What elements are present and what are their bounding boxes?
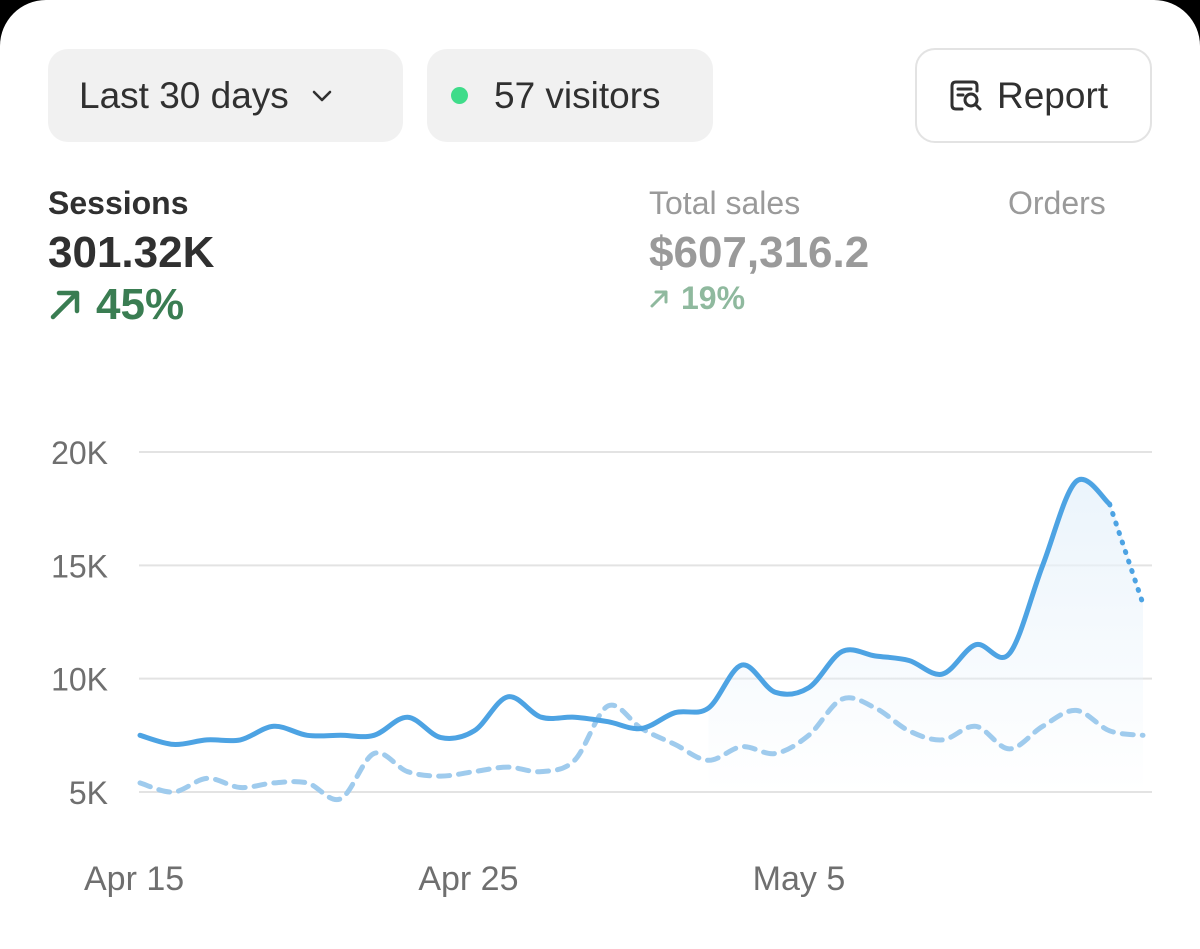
y-tick-label: 15K	[51, 548, 108, 584]
sessions-line-chart: 20K 15K 10K 5K Apr 15 Apr 25 May 5	[51, 435, 1152, 898]
y-tick-label: 5K	[69, 775, 108, 811]
y-tick-label: 20K	[51, 435, 108, 471]
date-range-dropdown[interactable]: Last 30 days	[48, 49, 403, 142]
sessions-value: 301.32K	[48, 228, 215, 277]
total-sales-label: Total sales	[649, 185, 801, 221]
sessions-metric-tab[interactable]: Sessions 301.32K 45%	[48, 185, 214, 330]
orders-label: Orders	[1008, 185, 1106, 221]
total-sales-value: $607,316.2	[649, 228, 870, 277]
arrow-up-right-icon	[50, 290, 80, 320]
sessions-series-line	[137, 476, 1113, 747]
y-tick-label: 10K	[51, 662, 108, 698]
sessions-label: Sessions	[48, 185, 189, 221]
total-sales-change: 19%	[649, 280, 869, 317]
sessions-projection-line	[1107, 501, 1146, 607]
arrow-up-right-icon	[650, 290, 668, 307]
live-visitors-button[interactable]: 57 visitors	[427, 49, 713, 142]
sessions-change: 45%	[48, 280, 214, 330]
total-sales-change-value: 19%	[681, 280, 746, 316]
report-search-icon	[947, 77, 985, 115]
x-tick-label: Apr 25	[418, 860, 518, 898]
live-dot-icon	[451, 87, 468, 104]
report-button[interactable]: Report	[915, 48, 1152, 143]
chevron-down-icon	[309, 83, 335, 109]
x-tick-label: Apr 15	[84, 860, 184, 898]
report-label: Report	[997, 74, 1109, 116]
sessions-change-value: 45%	[96, 280, 185, 329]
sessions-area	[708, 477, 1143, 792]
x-tick-label: May 5	[753, 860, 846, 898]
live-visitors-label: 57 visitors	[494, 74, 661, 116]
orders-metric-tab[interactable]: Orders	[1008, 185, 1106, 222]
date-range-label: Last 30 days	[79, 74, 289, 116]
total-sales-metric-tab[interactable]: Total sales $607,316.2 19%	[649, 185, 869, 317]
